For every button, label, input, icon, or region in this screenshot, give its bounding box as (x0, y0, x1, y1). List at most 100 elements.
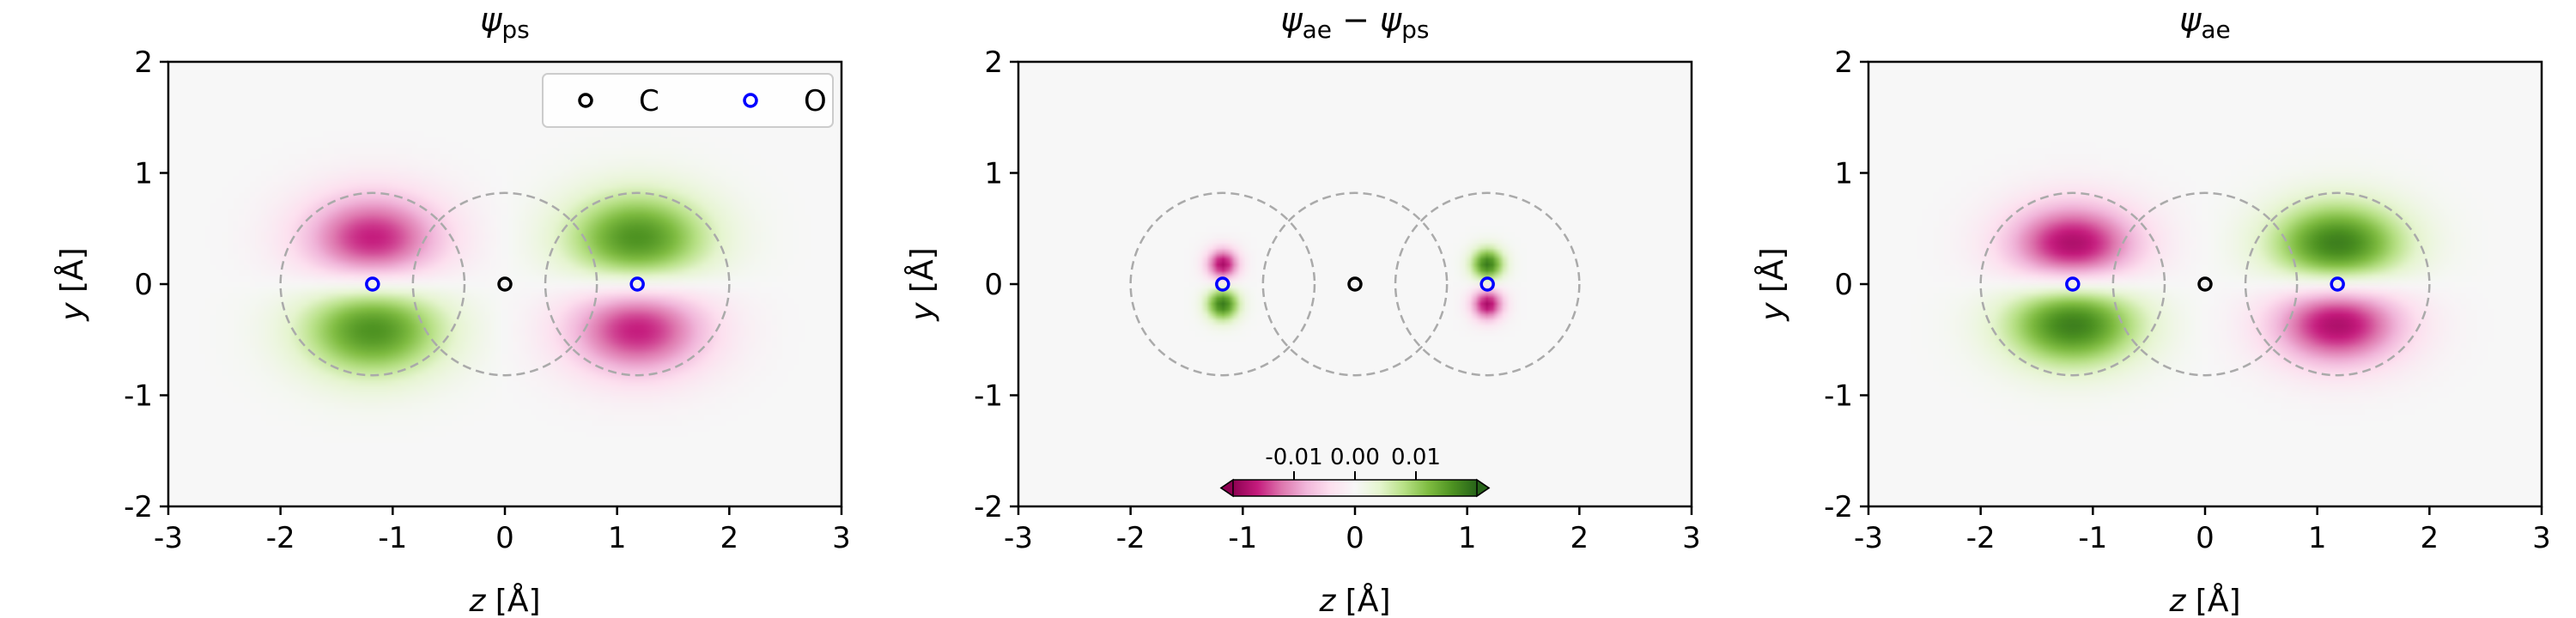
atom-marker-c (1347, 276, 1363, 292)
x-axis-label: z [Å] (2168, 582, 2240, 618)
y-tick-label: 2 (1834, 45, 1853, 80)
legend-label: C (639, 84, 659, 118)
augmentation-sphere (1129, 191, 1316, 377)
y-axis-var: y (905, 302, 940, 322)
y-tick-label: -2 (1824, 490, 1853, 524)
legend-label: O (804, 84, 827, 118)
x-tick-label: 3 (1682, 521, 1701, 555)
colorbar-outline (1219, 479, 1491, 497)
heatmap-image (168, 62, 841, 506)
x-tick-label: -3 (1004, 521, 1033, 555)
y-axis-unit: [Å] (903, 247, 940, 302)
x-axis-label: z [Å] (1318, 582, 1390, 618)
x-axis-unit: [Å] (2185, 582, 2240, 618)
y-tick-label: -2 (124, 490, 153, 524)
title-subscript: ps (501, 15, 529, 44)
title-subscript: ae (1303, 15, 1332, 44)
augmentation-sphere (1979, 191, 2166, 377)
y-tick-label: -1 (124, 379, 153, 414)
y-axis-var: y (1755, 302, 1790, 322)
colorbar-tick-label: 0.00 (1330, 445, 1380, 470)
x-axis-label: z [Å] (468, 582, 540, 618)
y-axis-var: y (55, 302, 90, 322)
x-axis-var: z (1318, 584, 1336, 618)
x-tick-label: -3 (1854, 521, 1883, 555)
y-tick-label: 2 (984, 45, 1003, 80)
colorbar-tick-label: 0.01 (1391, 445, 1441, 470)
x-tick-label: 3 (832, 521, 851, 555)
legend-marker (578, 93, 593, 108)
augmentation-sphere (544, 191, 731, 377)
augmentation-sphere (2244, 191, 2431, 377)
title-psi-2: ψ (1380, 1, 1402, 39)
atom-marker-o (1215, 276, 1230, 292)
y-tick-label: 0 (134, 268, 153, 302)
title-psi: ψ (1281, 1, 1303, 39)
x-tick-label: -1 (378, 521, 407, 555)
y-axis-label: y [Å] (903, 247, 940, 321)
x-tick-label: 0 (495, 521, 514, 555)
y-tick-label: -1 (1824, 379, 1853, 414)
title-subscript-2: ps (1401, 15, 1429, 44)
augmentation-sphere (411, 191, 598, 377)
y-axis-label: y [Å] (53, 247, 90, 321)
y-tick-label: 2 (134, 45, 153, 80)
y-tick-label: 0 (1834, 268, 1853, 302)
x-tick-label: -1 (1228, 521, 1257, 555)
x-tick-label: 1 (2308, 521, 2327, 555)
colorbar-tick-label: -0.01 (1265, 445, 1322, 470)
x-tick-label: 1 (608, 521, 627, 555)
x-tick-label: -3 (154, 521, 183, 555)
y-axis-unit: [Å] (53, 247, 90, 302)
atom-marker-o (1479, 276, 1495, 292)
heatmap-image (1018, 62, 1692, 506)
atom-marker-o (629, 276, 645, 292)
panel-title: ψae (2179, 1, 2230, 44)
y-tick-label: -1 (974, 379, 1003, 414)
x-tick-label: 2 (720, 521, 739, 555)
title-psi: ψ (2179, 1, 2202, 39)
x-tick-label: -2 (266, 521, 295, 555)
legend-marker (743, 93, 758, 108)
atom-marker-o (2065, 276, 2081, 292)
atom-marker-c (497, 276, 513, 292)
x-axis-var: z (468, 584, 486, 618)
y-tick-label: 1 (1834, 157, 1853, 191)
colorbar: -0.01 0.00 0.01 (1219, 445, 1491, 498)
title-subscript: ae (2201, 15, 2230, 44)
augmentation-sphere (279, 191, 466, 377)
panel-title: ψps (480, 1, 529, 44)
x-axis-var: z (2168, 584, 2186, 618)
x-tick-label: 2 (1571, 521, 1589, 555)
panel-title: ψae − ψps (1281, 1, 1430, 44)
x-axis-unit: [Å] (1335, 582, 1390, 618)
x-tick-label: 1 (1458, 521, 1477, 555)
y-tick-label: 1 (984, 157, 1003, 191)
x-tick-label: -2 (1116, 521, 1145, 555)
colorbar-gradient (1233, 480, 1477, 496)
title-psi: ψ (480, 1, 502, 39)
atom-marker-o (365, 276, 380, 292)
atom-marker-c (2197, 276, 2213, 292)
x-tick-label: 2 (2421, 521, 2439, 555)
y-tick-label: 0 (984, 268, 1003, 302)
atom-marker-o (2330, 276, 2345, 292)
x-tick-label: 0 (1346, 521, 1364, 555)
x-tick-label: 0 (2196, 521, 2215, 555)
x-tick-label: 3 (2532, 521, 2551, 555)
heatmap-image (1868, 62, 2542, 506)
augmentation-sphere (1394, 191, 1581, 377)
title-minus: − (1332, 1, 1380, 39)
augmentation-sphere (1261, 191, 1449, 377)
y-tick-label: -2 (974, 490, 1003, 524)
augmentation-sphere (2111, 191, 2299, 377)
legend-box (542, 73, 834, 128)
y-tick-label: 1 (134, 157, 153, 191)
x-tick-label: -1 (2078, 521, 2107, 555)
y-axis-unit: [Å] (1753, 247, 1790, 302)
